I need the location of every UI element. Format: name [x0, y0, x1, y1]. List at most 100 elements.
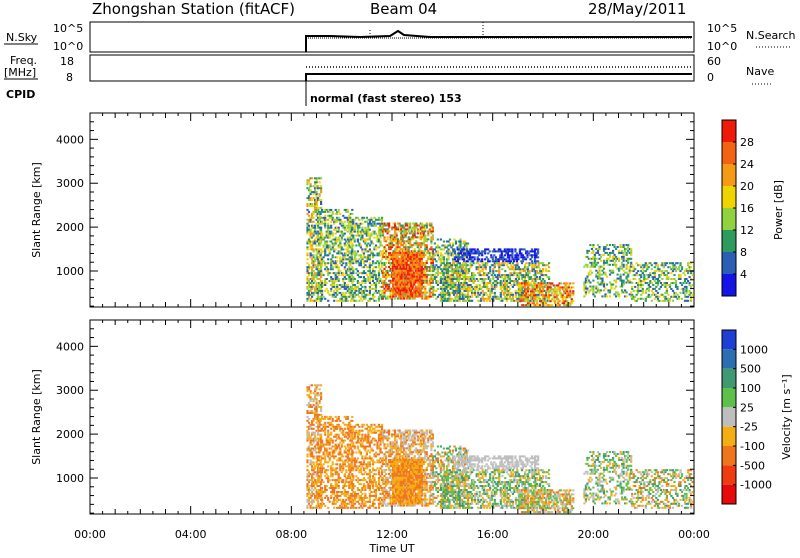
- data-cell: [375, 245, 377, 247]
- data-cell: [320, 296, 322, 298]
- data-cell: [663, 266, 665, 268]
- data-cell: [387, 228, 389, 230]
- data-cell: [318, 262, 320, 264]
- data-cell: [658, 280, 660, 282]
- data-cell: [464, 284, 466, 286]
- data-cell: [687, 264, 689, 266]
- data-cell: [311, 177, 313, 179]
- data-cell: [348, 296, 350, 298]
- data-cell: [361, 282, 363, 284]
- data-cell: [395, 295, 397, 297]
- data-cell: [329, 235, 331, 237]
- data-cell: [405, 234, 407, 236]
- data-cell: [426, 280, 428, 282]
- data-cell: [360, 233, 362, 235]
- data-cell: [339, 245, 341, 247]
- data-cell: [626, 291, 628, 293]
- data-cell: [373, 237, 375, 239]
- data-cell: [320, 276, 322, 278]
- data-cell: [551, 292, 553, 294]
- data-cell: [430, 264, 432, 266]
- data-cell: [648, 284, 650, 286]
- data-cell: [308, 471, 310, 473]
- data-cell: [313, 213, 315, 215]
- data-cell: [489, 260, 491, 262]
- data-cell: [685, 278, 687, 280]
- data-cell: [494, 274, 496, 276]
- data-cell: [324, 225, 326, 227]
- data-cell: [319, 181, 321, 183]
- data-cell: [321, 290, 323, 292]
- data-cell: [306, 252, 308, 254]
- data-cell: [313, 278, 315, 280]
- data-cell: [318, 274, 320, 276]
- data-cell: [445, 300, 447, 302]
- data-cell: [373, 217, 375, 219]
- data-cell: [437, 274, 439, 276]
- data-cell: [518, 266, 520, 268]
- data-cell: [489, 268, 491, 270]
- data-cell: [511, 248, 513, 250]
- data-cell: [661, 284, 663, 286]
- data-cell: [649, 296, 651, 298]
- data-cell: [452, 254, 454, 256]
- data-cell: [399, 246, 401, 248]
- data-cell: [434, 254, 436, 256]
- data-cell: [669, 284, 671, 286]
- data-cell: [434, 248, 436, 250]
- data-cell: [667, 278, 669, 280]
- data-cell: [462, 300, 464, 302]
- data-cell: [421, 268, 423, 270]
- data-cell: [689, 290, 691, 292]
- data-cell: [675, 280, 677, 282]
- data-cell: [459, 300, 461, 302]
- data-cell: [667, 276, 669, 278]
- data-cell: [633, 298, 635, 300]
- data-cell: [360, 276, 362, 278]
- data-cell: [311, 245, 313, 247]
- data-cell: [361, 223, 363, 225]
- data-cell: [681, 266, 683, 268]
- data-cell: [308, 225, 310, 227]
- data-cell: [459, 243, 461, 245]
- data-cell: [497, 278, 499, 280]
- data-cell: [378, 292, 380, 294]
- data-cell: [399, 223, 401, 225]
- data-cell: [594, 256, 596, 258]
- data-cell: [643, 276, 645, 278]
- data-cell: [530, 296, 532, 298]
- data-cell: [550, 286, 552, 288]
- data-cell: [563, 302, 565, 304]
- data-cell: [421, 264, 423, 266]
- data-cell: [464, 282, 466, 284]
- data-cell: [657, 266, 659, 268]
- data-cell: [317, 185, 319, 187]
- data-cell: [375, 233, 377, 235]
- data-cell: [387, 298, 389, 300]
- data-cell: [483, 294, 485, 296]
- data-cell: [568, 284, 570, 286]
- data-cell: [598, 270, 600, 272]
- data-cell: [451, 286, 453, 288]
- data-cell: [364, 278, 366, 280]
- data-cell: [372, 260, 374, 262]
- data-cell: [369, 266, 371, 268]
- data-cell: [354, 229, 356, 231]
- data-cell: [403, 276, 405, 278]
- data-cell: [344, 243, 346, 245]
- data-cell: [354, 292, 356, 294]
- data-cell: [324, 227, 326, 229]
- data-cell: [430, 242, 432, 244]
- data-cell: [661, 264, 663, 266]
- nsearch-label: N.Search: [746, 29, 796, 42]
- data-cell: [355, 288, 357, 290]
- data-cell: [690, 272, 692, 274]
- data-cell: [444, 290, 446, 292]
- data-cell: [455, 241, 457, 243]
- data-cell: [513, 282, 515, 284]
- data-cell: [447, 258, 449, 260]
- data-cell: [335, 229, 337, 231]
- data-cell: [350, 280, 352, 282]
- data-cell: [363, 276, 365, 278]
